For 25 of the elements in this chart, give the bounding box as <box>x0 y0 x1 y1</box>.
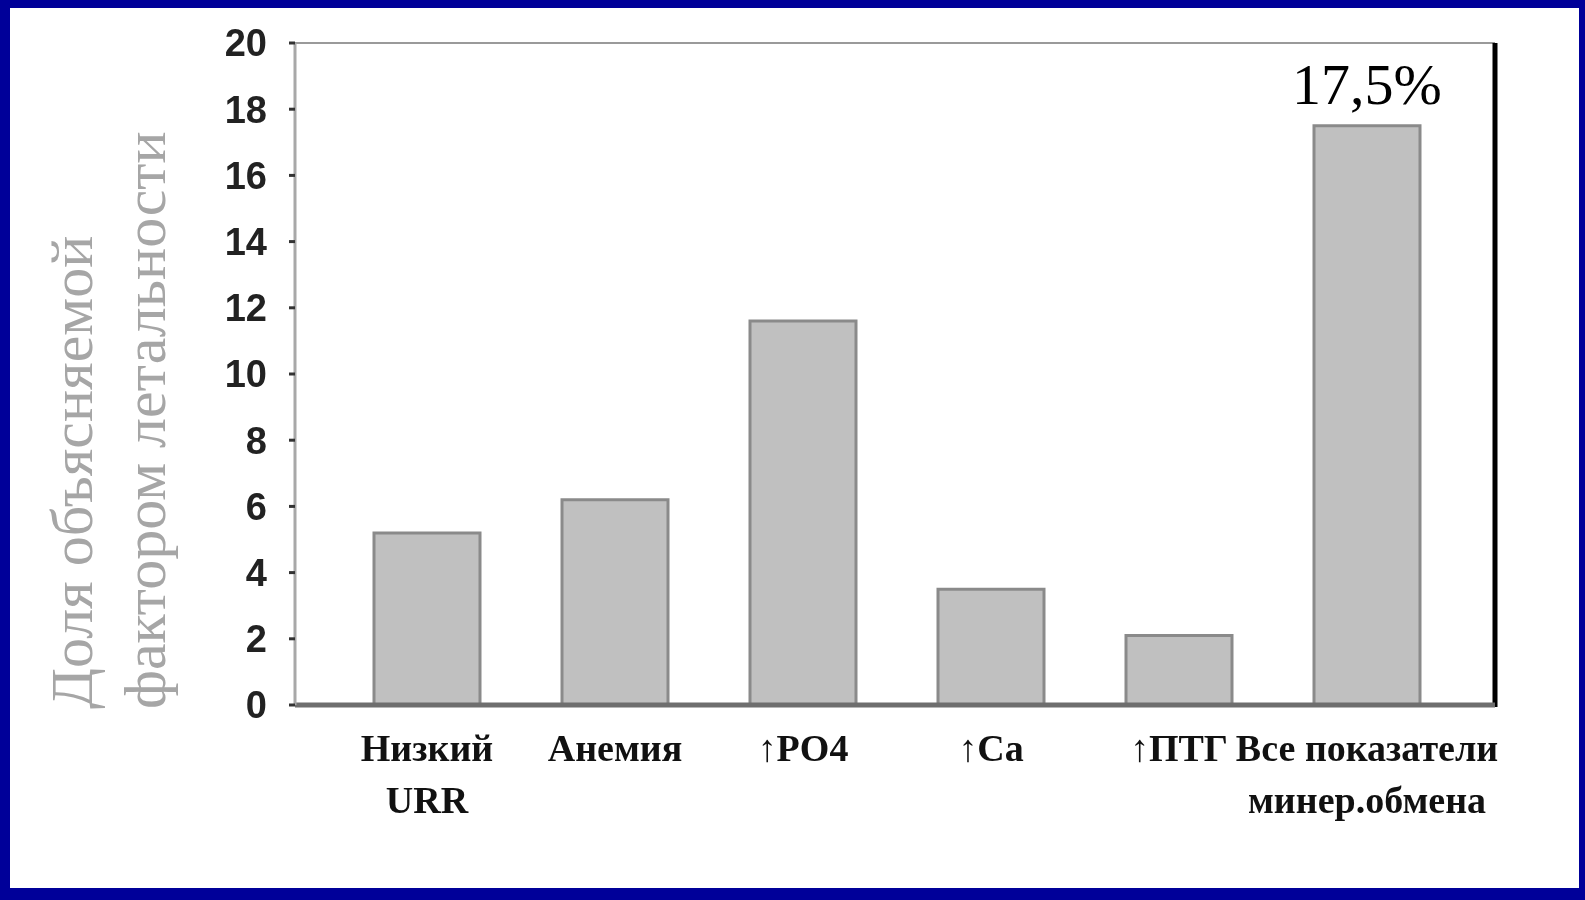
y-tick-label: 14 <box>224 221 267 264</box>
x-tick-label: Все показатели минер.обмена <box>1235 727 1499 821</box>
x-tick-label: Анемия <box>547 727 683 769</box>
x-tick-label: ↑PO4 <box>757 727 849 769</box>
bar <box>1312 124 1422 705</box>
x-tick-label: ↑Ca <box>958 727 1024 769</box>
y-axis-title: Доля объясняемой фактором летальности <box>39 131 178 709</box>
y-tick-label: 20 <box>224 22 267 65</box>
y-tick-label: 18 <box>224 88 267 131</box>
bar <box>560 498 670 705</box>
y-tick-label: 12 <box>224 287 267 330</box>
y-tick-label: 0 <box>245 684 267 727</box>
y-tick-label: 16 <box>224 154 267 197</box>
x-tick-label: Низкий URR <box>360 727 494 821</box>
y-tick-label: 2 <box>245 618 267 661</box>
data-label: 17,5% <box>1292 51 1442 117</box>
bar <box>1124 633 1234 705</box>
y-tick-label: 10 <box>224 353 267 396</box>
bar <box>748 319 858 705</box>
y-tick-label: 6 <box>245 485 267 528</box>
bar <box>372 531 482 705</box>
y-tick-label: 8 <box>245 419 267 462</box>
bar <box>936 587 1046 705</box>
x-tick-label: ↑ПТГ <box>1129 727 1229 769</box>
y-tick-label: 4 <box>245 552 267 595</box>
